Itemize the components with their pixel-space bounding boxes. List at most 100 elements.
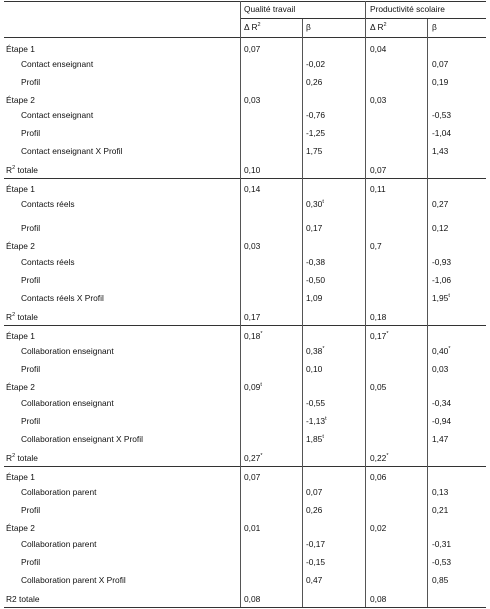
qualite-delta-r2-value: 0,08 <box>244 594 261 604</box>
qualite-beta-value: 0,26 <box>306 505 323 515</box>
table-row: Étape 1 0,07 0,06 <box>0 469 490 485</box>
table-row: R2 totale 0,08 0,08 <box>0 591 490 607</box>
productivite-delta-r2-value: 0,02 <box>370 523 387 533</box>
qualite-beta-value: 0,38* <box>306 346 325 356</box>
qualite-beta-value: 1,85t <box>306 434 324 444</box>
table-row: Collaboration parent -0,17 -0,31 <box>0 536 490 552</box>
row-label: Contacts réels X Profil <box>21 293 104 303</box>
table-row: Contacts réels 0,30t 0,27 <box>0 196 490 212</box>
column-rule <box>427 19 428 607</box>
qualite-beta-value: 0,07 <box>306 487 323 497</box>
row-label: Collaboration parent <box>21 487 97 497</box>
qualite-beta-value: -1,13t <box>306 416 327 426</box>
productivite-beta-value: 0,07 <box>432 59 449 69</box>
table-row: Étape 1 0,14 0,11 <box>0 181 490 197</box>
table-row: Étape 2 0,03 0,7 <box>0 238 490 254</box>
table-row: R2 totale 0,10 0,07 <box>0 162 490 178</box>
qualite-beta-value: -0,15 <box>306 557 326 567</box>
productivite-beta-value: 0,19 <box>432 77 449 87</box>
table-row: Contact enseignant X Profil 1,75 1,43 <box>0 143 490 159</box>
table-row: Profil -1,25 -1,04 <box>0 125 490 141</box>
column-rule <box>302 19 303 607</box>
productivite-delta-r2-value: 0,17* <box>370 331 389 341</box>
qualite-beta-value: -0,55 <box>306 398 326 408</box>
table-row: Étape 2 0,03 0,03 <box>0 92 490 108</box>
table-row: Profil -0,50 -1,06 <box>0 272 490 288</box>
qualite-delta-r2-value: 0,07 <box>244 472 261 482</box>
row-label: R2 totale <box>6 165 38 175</box>
table-row: Contacts réels X Profil 1,09 1,95t <box>0 290 490 306</box>
qualite-beta-value: 0,17 <box>306 223 323 233</box>
row-label: Collaboration parent X Profil <box>21 575 126 585</box>
row-label: Étape 1 <box>6 44 35 54</box>
qualite-beta-value: -0,38 <box>306 257 326 267</box>
productivite-beta-value: -1,04 <box>432 128 452 138</box>
table-row: Étape 1 0,18* 0,17* <box>0 328 490 344</box>
row-label: Contacts réels <box>21 257 75 267</box>
table-row: Contacts réels -0,38 -0,93 <box>0 254 490 270</box>
productivite-beta-value: -0,93 <box>432 257 452 267</box>
table-row: R2 totale 0,17 0,18 <box>0 309 490 325</box>
qualite-beta-value: 1,09 <box>306 293 323 303</box>
row-label: Profil <box>21 223 41 233</box>
qualite-beta-value: 1,75 <box>306 146 323 156</box>
qualite-delta-r2-value: 0,03 <box>244 241 261 251</box>
productivite-delta-r2-value: 0,11 <box>370 184 386 194</box>
productivite-delta-r2-value: 0,18 <box>370 312 387 322</box>
productivite-beta-value: 1,95t <box>432 293 450 303</box>
row-label: Collaboration parent <box>21 539 97 549</box>
row-label: R2 totale <box>6 594 40 604</box>
table-row: Profil -1,13t -0,94 <box>0 413 490 429</box>
productivite-delta-r2-value: 0,08 <box>370 594 387 604</box>
header-productivite-scolaire: Productivité scolaire <box>370 4 445 14</box>
qualite-beta-value: -0,50 <box>306 275 326 285</box>
row-label: Profil <box>21 275 41 285</box>
header-delta-r2: Δ R2 <box>370 22 387 32</box>
row-label: Collaboration enseignant <box>21 398 114 408</box>
qualite-beta-value: 0,10 <box>306 364 323 374</box>
row-label: Étape 2 <box>6 382 35 392</box>
row-label: Collaboration enseignant <box>21 346 114 356</box>
productivite-beta-value: 0,85 <box>432 575 449 585</box>
table-row: Collaboration parent 0,07 0,13 <box>0 484 490 500</box>
productivite-beta-value: -0,31 <box>432 539 452 549</box>
header-beta: β <box>306 22 311 32</box>
table-row: Contact enseignant -0,76 -0,53 <box>0 107 490 123</box>
productivite-beta-value: -0,34 <box>432 398 452 408</box>
table-row: Collaboration enseignant X Profil 1,85t 1,… <box>0 431 490 447</box>
productivite-beta-value: 0,21 <box>432 505 449 515</box>
qualite-delta-r2-value: 0,01 <box>244 523 261 533</box>
productivite-delta-r2-value: 0,04 <box>370 44 387 54</box>
productivite-beta-value: -1,06 <box>432 275 452 285</box>
qualite-beta-value: -0,02 <box>306 59 326 69</box>
row-label: Étape 1 <box>6 472 35 482</box>
table-row: Collaboration enseignant 0,38* 0,40* <box>0 343 490 359</box>
table-row: Contact enseignant -0,02 0,07 <box>0 56 490 72</box>
table-row: Collaboration enseignant -0,55 -0,34 <box>0 395 490 411</box>
qualite-beta-value: -0,17 <box>306 539 326 549</box>
row-label: Contact enseignant X Profil <box>21 146 123 156</box>
row-label: Contacts réels <box>21 199 75 209</box>
productivite-delta-r2-value: 0,22* <box>370 453 389 463</box>
productivite-beta-value: -0,53 <box>432 557 452 567</box>
qualite-delta-r2-value: 0,18* <box>244 331 263 341</box>
row-label: Étape 1 <box>6 331 35 341</box>
row-label: Étape 1 <box>6 184 35 194</box>
productivite-delta-r2-value: 0,03 <box>370 95 387 105</box>
qualite-delta-r2-value: 0,10 <box>244 165 261 175</box>
row-label: Contact enseignant <box>21 110 94 120</box>
qualite-beta-value: 0,47 <box>306 575 323 585</box>
qualite-delta-r2-value: 0,09t <box>244 382 262 392</box>
productivite-beta-value: 0,03 <box>432 364 449 374</box>
productivite-beta-value: 0,12 <box>432 223 449 233</box>
row-label: Étape 2 <box>6 523 35 533</box>
qualite-beta-value: 0,30t <box>306 199 324 209</box>
productivite-delta-r2-value: 0,7 <box>370 241 382 251</box>
qualite-delta-r2-value: 0,17 <box>244 312 261 322</box>
qualite-delta-r2-value: 0,27* <box>244 453 263 463</box>
row-label: R2 totale <box>6 453 38 463</box>
row-label: Étape 2 <box>6 95 35 105</box>
row-label: Étape 2 <box>6 241 35 251</box>
table-row: Profil -0,15 -0,53 <box>0 554 490 570</box>
row-label: R2 totale <box>6 312 38 322</box>
